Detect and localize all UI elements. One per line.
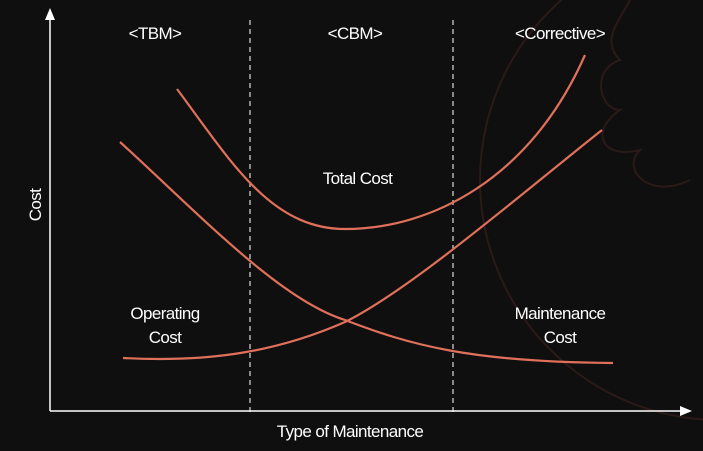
total-cost-curve [176, 54, 587, 231]
operating-cost-label: Operating Cost [100, 302, 230, 350]
maintenance-cost-curve [122, 129, 603, 361]
x-axis-label: Type of Maintenance [276, 422, 424, 441]
operating-cost-curve [119, 141, 614, 365]
x-axis [50, 406, 692, 416]
maintenance-cost-label: Maintenance Cost [490, 302, 630, 350]
region-label-cbm: <CBM> [327, 24, 383, 43]
maintenance-cost-label-line2: Cost [543, 328, 577, 347]
region-label-tbm: <TBM> [128, 24, 182, 43]
operating-cost-label-line1: Operating [130, 304, 200, 323]
y-axis [45, 8, 55, 411]
background-decoration [479, 0, 703, 421]
operating-cost-label-line2: Cost [148, 328, 182, 347]
maintenance-cost-label-line1: Maintenance [514, 304, 606, 323]
y-axis-label: Cost [26, 188, 45, 222]
total-cost-label: Total Cost [322, 169, 393, 188]
region-label-corrective: <Corrective> [514, 24, 606, 43]
